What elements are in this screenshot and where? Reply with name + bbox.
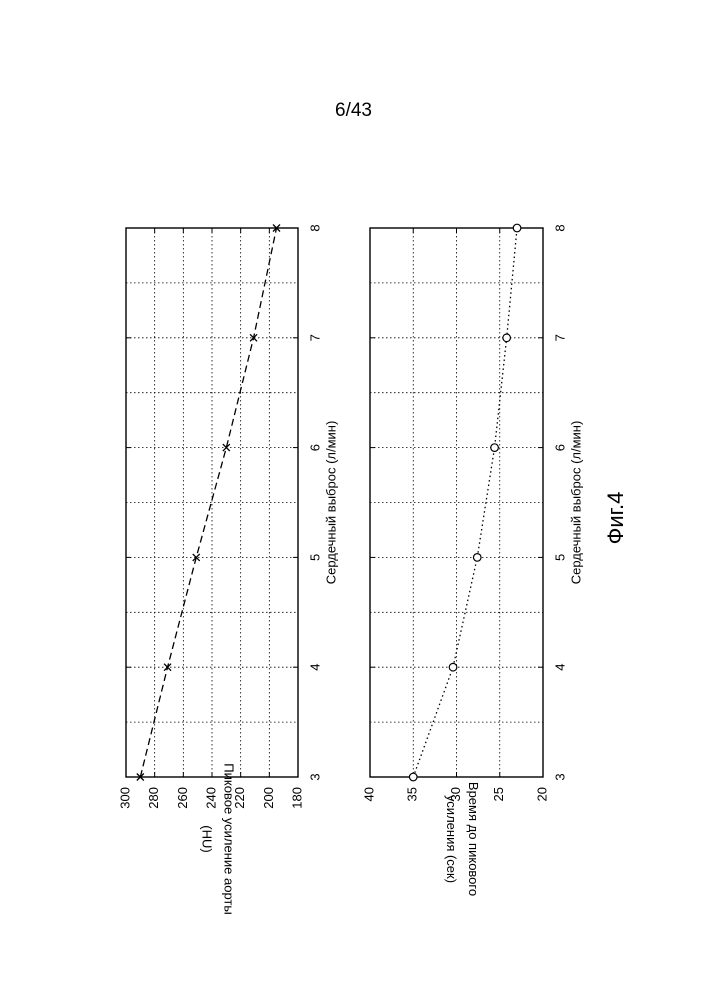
series-line [413, 228, 517, 777]
y-tick-label: 300 [117, 787, 132, 809]
x-tick-label: 3 [552, 773, 567, 780]
y-tick-label: 35 [405, 787, 420, 801]
y-axis-label: Пиковое усиление аорты [222, 763, 237, 914]
x-tick-label: 8 [552, 224, 567, 231]
x-tick-label: 6 [552, 444, 567, 451]
data-point-circle-marker [513, 224, 521, 232]
y-axis-label: Время до пикового [466, 782, 481, 896]
x-tick-label: 4 [552, 664, 567, 671]
y-tick-label: 280 [146, 787, 161, 809]
y-axis-label: (HU) [200, 825, 215, 852]
x-tick-label: 3 [307, 773, 322, 780]
plot-frame [370, 228, 543, 777]
data-point-circle-marker [491, 444, 499, 452]
x-tick-label: 5 [552, 554, 567, 561]
y-tick-label: 240 [203, 787, 218, 809]
y-tick-label: 260 [175, 787, 190, 809]
y-tick-label: 20 [534, 787, 549, 801]
y-tick-label: 25 [491, 787, 506, 801]
x-tick-label: 8 [307, 224, 322, 231]
data-point-circle-marker [409, 773, 417, 781]
x-tick-label: 7 [307, 334, 322, 341]
y-axis-label: усиления (сек) [444, 795, 459, 883]
data-point-circle-marker [449, 663, 457, 671]
time-to-peak-chart: 3456782025303540Сердечный выброс (л/мин)… [361, 224, 583, 896]
y-tick-label: 200 [261, 787, 276, 809]
x-tick-label: 5 [307, 554, 322, 561]
y-tick-label: 180 [289, 787, 304, 809]
x-tick-label: 4 [307, 664, 322, 671]
x-axis-label: Сердечный выброс (л/мин) [568, 421, 583, 585]
x-tick-label: 7 [552, 334, 567, 341]
data-point-circle-marker [473, 554, 481, 562]
aortic-peak-enhancement-chart: 345678180200220240260280300Сердечный выб… [117, 224, 338, 914]
series-line [140, 228, 276, 777]
x-axis-label: Сердечный выброс (л/мин) [323, 421, 338, 585]
data-point-circle-marker [503, 334, 511, 342]
y-tick-label: 40 [361, 787, 376, 801]
figure-label: Фиг.4 [603, 492, 628, 545]
x-tick-label: 6 [307, 444, 322, 451]
plot-frame [126, 228, 298, 777]
